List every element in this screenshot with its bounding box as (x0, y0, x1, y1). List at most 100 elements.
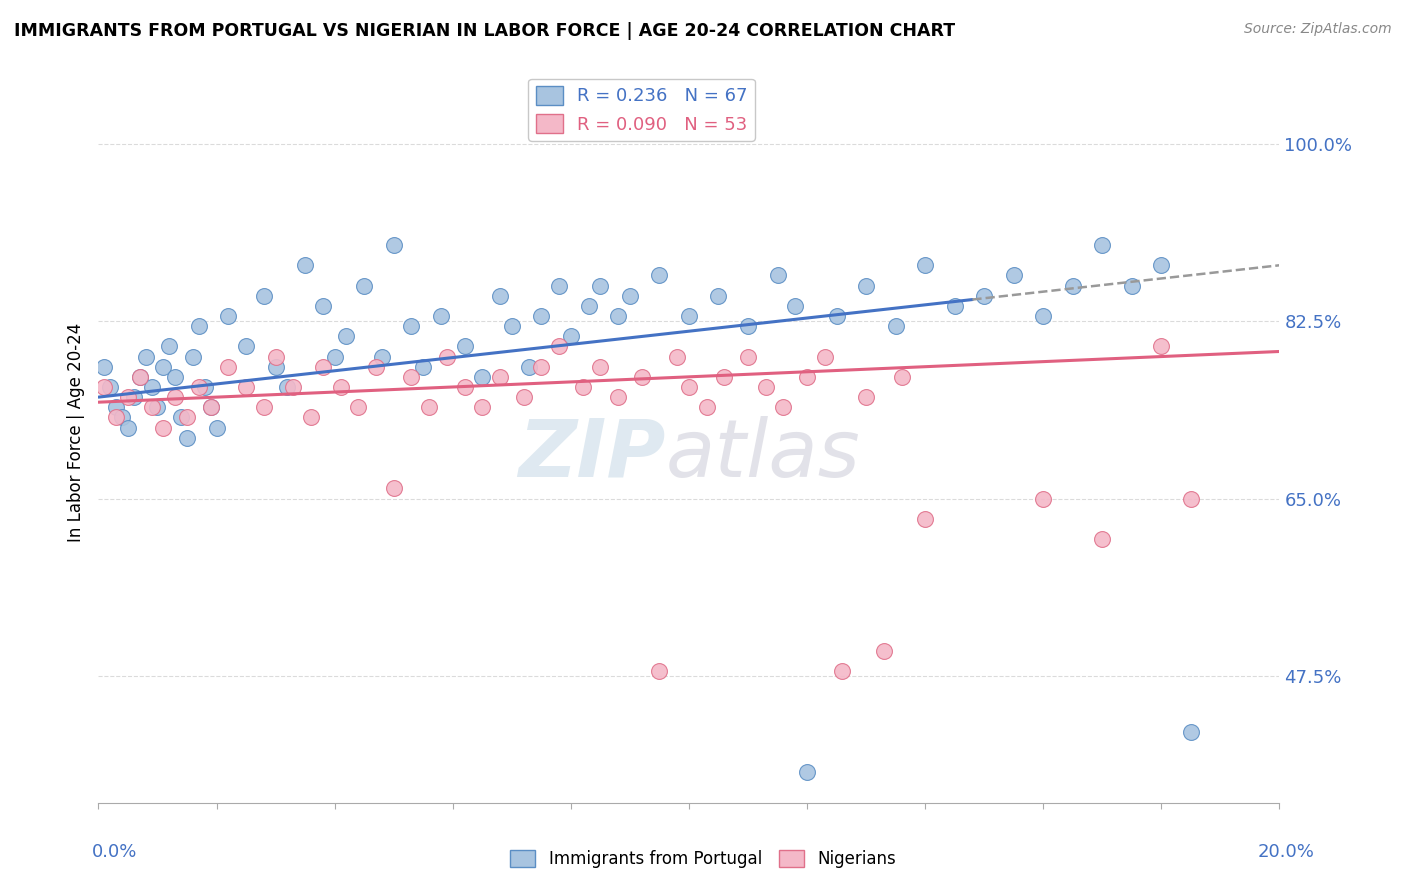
Point (607, 309, 630, 323)
Point (1121, 278, 1143, 293)
Point (1032, 309, 1054, 323)
Point (353, 278, 375, 293)
Point (176, 410, 198, 425)
Point (1091, 532, 1114, 546)
Point (217, 309, 239, 323)
Point (105, 401, 128, 415)
Point (772, 401, 794, 415)
Point (890, 369, 912, 384)
Point (401, 369, 423, 384)
Point (831, 664, 853, 678)
Point (619, 289, 641, 303)
Point (489, 289, 512, 303)
Point (253, 401, 276, 415)
Point (335, 329, 357, 343)
Point (589, 278, 612, 293)
Point (453, 339, 475, 353)
Point (1062, 278, 1084, 293)
Point (165, 369, 187, 384)
Point (412, 359, 434, 374)
Point (122, 390, 145, 404)
Point (1150, 339, 1173, 353)
Point (1032, 491, 1054, 506)
Point (648, 268, 671, 283)
Point (548, 339, 571, 353)
Point (264, 359, 287, 374)
Point (152, 359, 174, 374)
Point (678, 309, 700, 323)
Point (560, 329, 582, 343)
Point (737, 350, 759, 364)
Point (471, 369, 494, 384)
Point (128, 369, 150, 384)
Point (157, 339, 180, 353)
Text: IMMIGRANTS FROM PORTUGAL VS NIGERIAN IN LABOR FORCE | AGE 20-24 CORRELATION CHAR: IMMIGRANTS FROM PORTUGAL VS NIGERIAN IN … (14, 22, 955, 40)
Point (312, 359, 335, 374)
Point (530, 309, 553, 323)
Point (111, 410, 134, 425)
Point (430, 309, 453, 323)
Point (1180, 491, 1202, 506)
Point (382, 482, 405, 496)
Text: 0.0%: 0.0% (91, 843, 136, 861)
Point (141, 380, 163, 394)
Point (141, 401, 163, 415)
Point (796, 369, 818, 384)
Point (796, 765, 818, 780)
Point (194, 380, 217, 394)
Point (589, 359, 612, 374)
Point (696, 401, 718, 415)
Point (713, 369, 735, 384)
Point (678, 380, 700, 394)
Point (737, 319, 759, 334)
Point (93, 380, 115, 394)
Point (187, 380, 209, 394)
Text: 20.0%: 20.0% (1258, 843, 1315, 861)
Point (1002, 268, 1025, 283)
Point (943, 299, 966, 313)
Point (323, 350, 346, 364)
Point (548, 278, 571, 293)
Point (914, 258, 936, 272)
Point (607, 390, 630, 404)
Point (855, 278, 877, 293)
Point (418, 401, 440, 415)
Point (253, 289, 276, 303)
Point (276, 380, 298, 394)
Point (117, 390, 139, 404)
Legend: Immigrants from Portugal, Nigerians: Immigrants from Portugal, Nigerians (503, 843, 903, 875)
Point (235, 380, 257, 394)
Point (347, 401, 370, 415)
Point (1180, 724, 1202, 739)
Point (489, 369, 512, 384)
Point (117, 420, 139, 434)
Point (1150, 258, 1173, 272)
Point (294, 258, 316, 272)
Point (152, 420, 174, 434)
Point (648, 664, 671, 678)
Point (165, 390, 187, 404)
Point (200, 401, 222, 415)
Point (128, 369, 150, 384)
Point (364, 359, 387, 374)
Point (299, 410, 322, 425)
Point (471, 401, 494, 415)
Point (855, 390, 877, 404)
Point (264, 350, 287, 364)
Point (176, 431, 198, 445)
Point (1091, 238, 1114, 252)
Point (170, 410, 193, 425)
Point (329, 380, 352, 394)
Point (666, 350, 689, 364)
Point (884, 319, 907, 334)
Point (814, 350, 837, 364)
Point (571, 380, 593, 394)
Point (453, 380, 475, 394)
Point (98, 380, 121, 394)
Y-axis label: In Labor Force | Age 20-24: In Labor Force | Age 20-24 (66, 323, 84, 542)
Point (530, 359, 553, 374)
Point (146, 401, 169, 415)
Point (200, 401, 222, 415)
Legend: R = 0.236   N = 67, R = 0.090   N = 53: R = 0.236 N = 67, R = 0.090 N = 53 (529, 78, 755, 141)
Point (312, 299, 335, 313)
